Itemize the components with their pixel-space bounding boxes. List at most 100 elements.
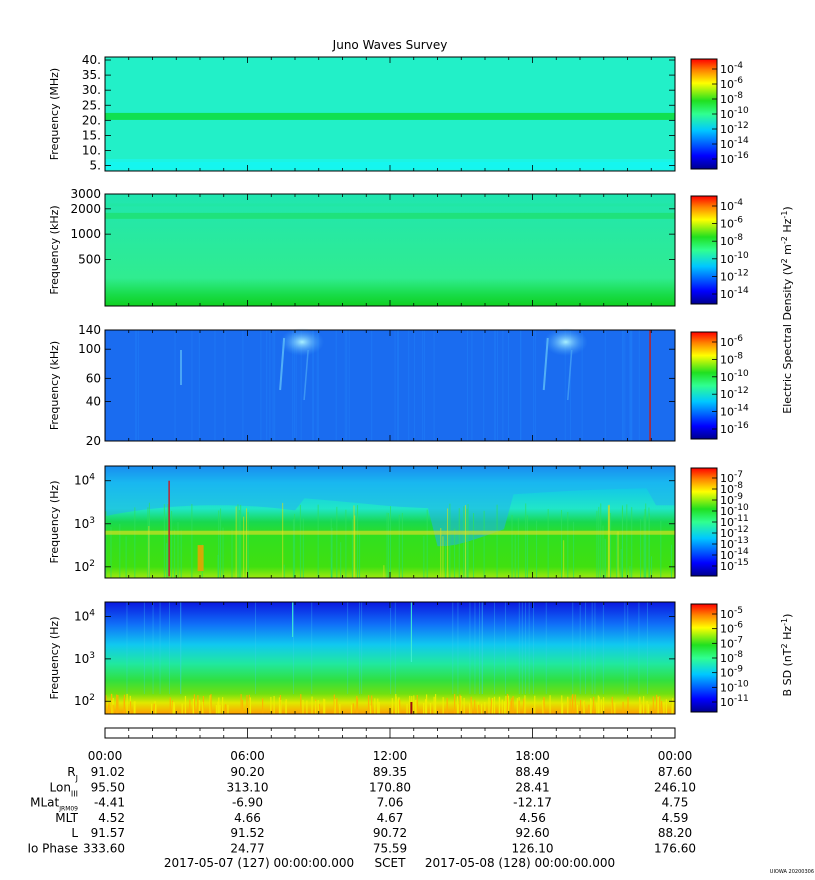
burst-streak [567, 349, 573, 401]
ephemeris-value: 89.35 [373, 765, 407, 779]
magnetic-colorbar-label: B SD (nT2 Hz-1) [780, 614, 795, 697]
colorbar-tick-label: 10-5 [720, 606, 743, 621]
ephemeris-row-label: LonIII [50, 780, 79, 798]
y-tick-label: 2000 [70, 202, 101, 216]
emission-band [105, 530, 675, 535]
ephemeris-value: 92.60 [515, 826, 549, 840]
colorbar-tick-label: 10-4 [720, 61, 743, 76]
colorbar-tick-label: 10-10 [720, 251, 749, 266]
y-tick-label: 25. [82, 98, 101, 112]
colorbar-tick-label: 10-4 [720, 198, 743, 213]
ephemeris-row-label: MLT [55, 811, 78, 825]
footer-start-date: 2017-05-07 (127) 00:00:00.000 [164, 856, 354, 870]
ephemeris-value: 88.49 [515, 765, 549, 779]
ephemeris-value: 75.59 [373, 842, 407, 856]
colorbar-tick-label: 10-12 [720, 386, 749, 401]
ephemeris-value: 126.10 [512, 842, 554, 856]
ephemeris-table: 00:00 06:00 12:00 18:00 00:00 RJ 91.02 90.20 89.… [27, 749, 696, 856]
y-tick-label: 102 [74, 693, 95, 708]
ephemeris-value: 88.20 [658, 826, 692, 840]
y-tick-label: 102 [74, 559, 95, 574]
y-tick-label: 3000 [70, 187, 101, 201]
spectrogram-background [105, 330, 675, 441]
figure-title: Juno Waves Survey [332, 38, 448, 52]
ephemeris-value: 90.20 [230, 765, 264, 779]
whistler-region [105, 466, 675, 547]
radio-burst [543, 328, 588, 356]
ephemeris-row-label: L [71, 826, 78, 840]
y-tick-label: 20. [82, 113, 101, 127]
ephemeris-value: 90.72 [373, 826, 407, 840]
y-tick-label: 100 [78, 342, 101, 356]
colorbar-tick-label: 10-16 [720, 421, 749, 436]
colorbar-tick-label: 10-12 [720, 268, 749, 283]
ephemeris-value: 91.02 [91, 765, 125, 779]
ephemeris-value: 28.41 [515, 780, 549, 794]
colorbar-tick-label: 10-8 [720, 351, 743, 366]
footer-end-date: 2017-05-08 (128) 00:00:00.000 [425, 856, 615, 870]
ephemeris-row-label: RJ [67, 765, 78, 783]
spectrogram-background [105, 194, 675, 306]
ephemeris-value: 4.67 [377, 811, 404, 825]
y-tick-label: 104 [74, 609, 95, 624]
ephemeris-value: 246.10 [654, 780, 696, 794]
y-tick-label: 15. [82, 128, 101, 142]
y-axis-label: Frequency (Hz) [48, 617, 61, 700]
emission-band [105, 112, 675, 120]
colorbar-tick-label: 10-15 [720, 558, 749, 573]
y-tick-label: 500 [78, 252, 101, 266]
burst-streak [279, 337, 286, 391]
burst-streak [542, 337, 549, 391]
colorbar-tick-label: 10-9 [720, 665, 743, 680]
ephemeris-value: 95.50 [91, 780, 125, 794]
y-tick-label: 10. [82, 143, 101, 157]
y-tick-label: 140 [78, 323, 101, 337]
ephemeris-value: -6.90 [232, 796, 263, 810]
panel-lfr-high: 20 40 60 100 140 Frequency (kHz) 10-6 10-8 10-10… [48, 323, 749, 448]
colorbar-tick-label: 10-8 [720, 233, 743, 248]
ephemeris-value: 4.52 [98, 811, 125, 825]
ephemeris-value: 4.75 [662, 796, 689, 810]
time-label: 18:00 [515, 749, 550, 763]
colorbar-tick-label: 10-8 [720, 91, 743, 106]
colorbar [690, 195, 718, 305]
ephemeris-value: -12.17 [513, 796, 552, 810]
ephemeris-value: 91.52 [230, 826, 264, 840]
y-tick-label: 30. [82, 83, 101, 97]
y-tick-label: 60 [86, 371, 101, 385]
y-tick-label: 104 [74, 473, 95, 488]
colorbar-tick-label: 10-6 [720, 334, 743, 349]
ephemeris-value: 24.77 [230, 842, 264, 856]
time-label: 00:00 [658, 749, 693, 763]
colorbar-tick-label: 10-11 [720, 694, 749, 709]
footer-scet-label: SCET [375, 856, 407, 870]
colorbar-tick-label: 10-10 [720, 106, 749, 121]
ephemeris-value: 91.57 [91, 826, 125, 840]
ephemeris-value: 4.59 [662, 811, 689, 825]
y-axis-label: Frequency (kHz) [48, 205, 61, 294]
time-label: 12:00 [373, 749, 408, 763]
ephemeris-value: 170.80 [369, 780, 411, 794]
ephemeris-value: 4.66 [234, 811, 261, 825]
colorbar-tick-label: 10-10 [720, 679, 749, 694]
ephemeris-value: 333.60 [83, 842, 125, 856]
burst-streak [303, 349, 309, 401]
colorbar-tick-label: 10-7 [720, 635, 743, 650]
colorbar-tick-label: 10-14 [720, 286, 749, 301]
colorbar-tick-label: 10-6 [720, 621, 743, 636]
colorbar-tick-label: 10-14 [720, 404, 749, 419]
ephemeris-row-label: Io Phase [27, 842, 78, 856]
ephemeris-row-label: MLatJRM09 [30, 796, 78, 813]
panel-hfr-high: 5. 10.15.20.25.30.35.40. Frequency (MHz) 10… [48, 53, 749, 173]
credit-stamp: UIOWA 20200306 [770, 869, 814, 875]
colorbar-tick-label: 10-16 [720, 151, 749, 166]
emission-patch [197, 545, 204, 572]
y-tick-label: 20 [86, 434, 101, 448]
ephemeris-value: 4.56 [519, 811, 546, 825]
ephemeris-value: -4.41 [94, 796, 125, 810]
colorbar-tick-label: 10-6 [720, 216, 743, 231]
